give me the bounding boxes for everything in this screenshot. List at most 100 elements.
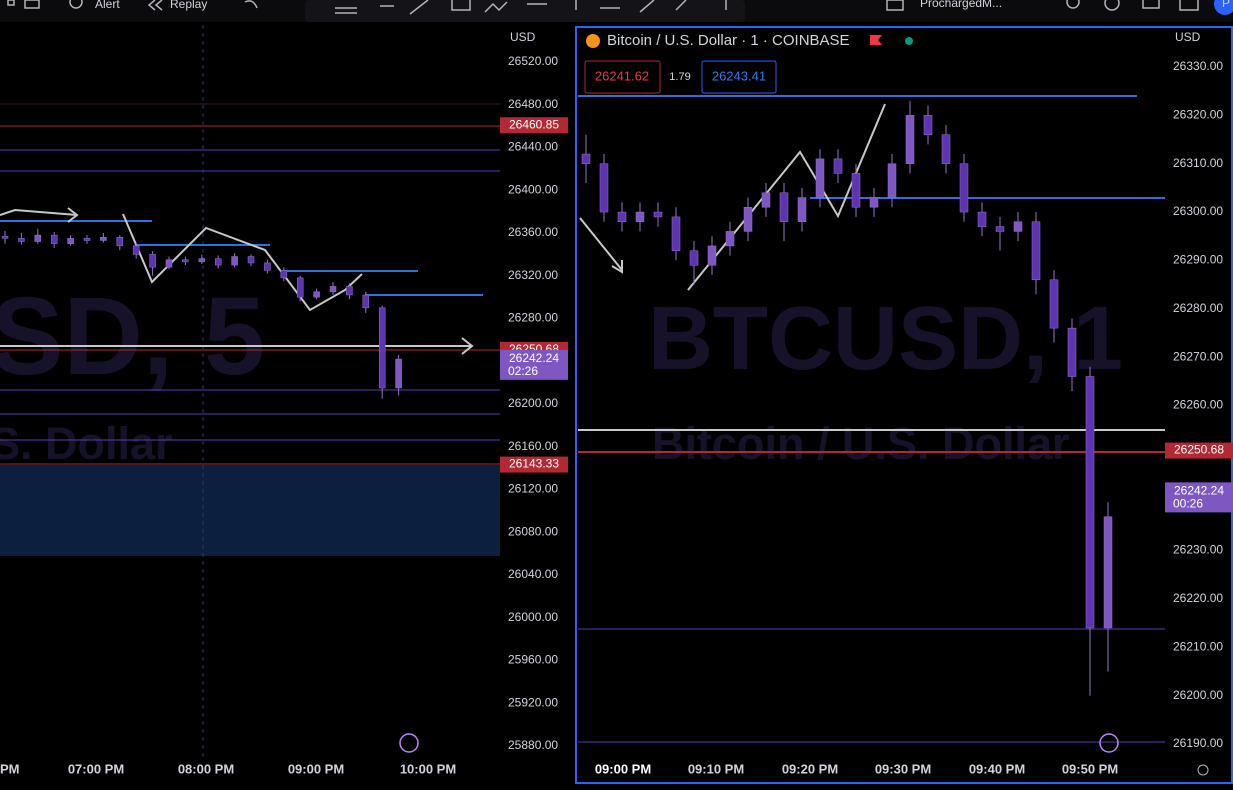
countdown: 02:26 — [508, 364, 538, 378]
icon — [1142, 0, 1199, 11]
watermark: Bitcoin / U.S. Dollar — [652, 418, 1070, 469]
price-tick-label: 26270.00 — [1173, 349, 1223, 363]
layout-name[interactable]: ProchargedM... — [920, 0, 1002, 10]
candle-body — [362, 294, 370, 309]
time-label: PM — [0, 761, 20, 776]
candle-body — [995, 226, 1005, 232]
btc-icon — [586, 34, 600, 48]
icon — [886, 0, 904, 11]
time-label: 09:40 PM — [969, 761, 1025, 776]
replay-button[interactable]: Replay — [170, 0, 207, 11]
watermark: S. Dollar — [0, 418, 173, 469]
candle-body — [941, 134, 951, 164]
candle-body — [83, 238, 91, 241]
candle-body — [1085, 376, 1095, 629]
time-label: 09:50 PM — [1062, 761, 1118, 776]
price-tick-label: 26440.00 — [508, 140, 558, 154]
candle-body — [296, 277, 304, 298]
time-label: 09:30 PM — [875, 761, 931, 776]
left-chart[interactable] — [0, 25, 500, 760]
time-label: 08:00 PM — [178, 761, 234, 776]
arrow — [611, 260, 623, 274]
candle-body — [198, 258, 206, 263]
spread: 1.79 — [669, 71, 690, 83]
price-tick-label: 26120.00 — [508, 482, 558, 496]
candle-body — [761, 192, 771, 208]
price-tick-label: 26260.00 — [1173, 398, 1223, 412]
candle-body — [653, 211, 663, 218]
icon — [1104, 0, 1120, 11]
buy-button[interactable] — [701, 60, 777, 94]
candle-body — [635, 211, 645, 222]
price-tick-label: 26310.00 — [1173, 156, 1223, 170]
candle-body — [313, 291, 320, 298]
candle-body — [1049, 279, 1059, 329]
icon — [69, 0, 83, 9]
trend-line — [579, 217, 623, 271]
candle-body — [346, 286, 353, 296]
icon — [24, 0, 40, 9]
price-tick-label: 26200.00 — [508, 396, 558, 410]
price-tick-label: 26320.00 — [508, 268, 558, 282]
trend-line — [122, 213, 363, 312]
price-tag — [1165, 442, 1233, 459]
last-price-label: 26242.24 — [509, 351, 559, 365]
price-tick-label: 26200.00 — [1173, 688, 1223, 702]
price-tag — [500, 117, 568, 134]
candle-body — [1013, 221, 1023, 232]
drawing-toolbar — [305, 0, 745, 22]
last-price-tag — [1165, 482, 1233, 513]
arrow — [461, 337, 474, 355]
alert-button[interactable]: Alert — [95, 0, 120, 11]
icon — [7, 0, 15, 6]
price-tick-label: 26000.00 — [508, 610, 558, 624]
price-tick-label: 26040.00 — [508, 567, 558, 581]
candle-body — [1103, 516, 1113, 629]
price-tick-label: 26160.00 — [508, 439, 558, 453]
avatar-letter: P — [1222, 0, 1230, 10]
candle-body — [280, 270, 288, 279]
flag — [870, 35, 882, 45]
avatar[interactable] — [1214, 0, 1233, 15]
candle-body — [165, 259, 173, 268]
candle-body — [1067, 327, 1077, 377]
candle-body — [67, 238, 74, 244]
last-price-tag — [500, 349, 568, 380]
price-tick-label: 26400.00 — [508, 182, 558, 196]
icon — [1066, 0, 1080, 9]
candle-body — [395, 358, 402, 389]
candle-body — [34, 234, 42, 242]
price-tick-label: 26520.00 — [508, 54, 558, 68]
time-label: 07:00 PM — [68, 761, 124, 776]
price-tick-label: 26190.00 — [1173, 736, 1223, 750]
candle-body — [378, 307, 386, 389]
candle-body — [923, 115, 933, 135]
candle-body — [329, 286, 337, 293]
candle-body — [851, 173, 861, 208]
settings-icon[interactable] — [1197, 764, 1209, 776]
currency-selector[interactable]: USD — [510, 30, 536, 44]
symbol-title[interactable]: Bitcoin / U.S. Dollar · 1 · COINBASE — [607, 32, 850, 49]
candle-body — [887, 163, 897, 198]
price-tag-label: 26143.33 — [509, 457, 559, 471]
price-tick-label: 25880.00 — [508, 738, 558, 752]
time-label: 09:10 PM — [688, 761, 744, 776]
candle-body — [599, 163, 609, 213]
trend-line — [0, 208, 78, 216]
candle-body — [833, 158, 843, 174]
time-label: 10:00 PM — [400, 761, 456, 776]
currency-selector[interactable]: USD — [1175, 30, 1201, 44]
lightning-icons — [399, 733, 1119, 753]
sell-button[interactable] — [584, 60, 661, 94]
candle-body — [182, 259, 189, 263]
drawings — [0, 95, 1165, 743]
price-tick-label: 25920.00 — [508, 695, 558, 709]
candle-body — [869, 197, 879, 208]
candle-body — [247, 256, 255, 264]
icon — [1099, 733, 1119, 753]
zone — [0, 465, 500, 556]
icon — [335, 0, 727, 15]
price-tick-label: 26320.00 — [1173, 108, 1223, 122]
watermark: SD, 5 — [0, 275, 265, 398]
